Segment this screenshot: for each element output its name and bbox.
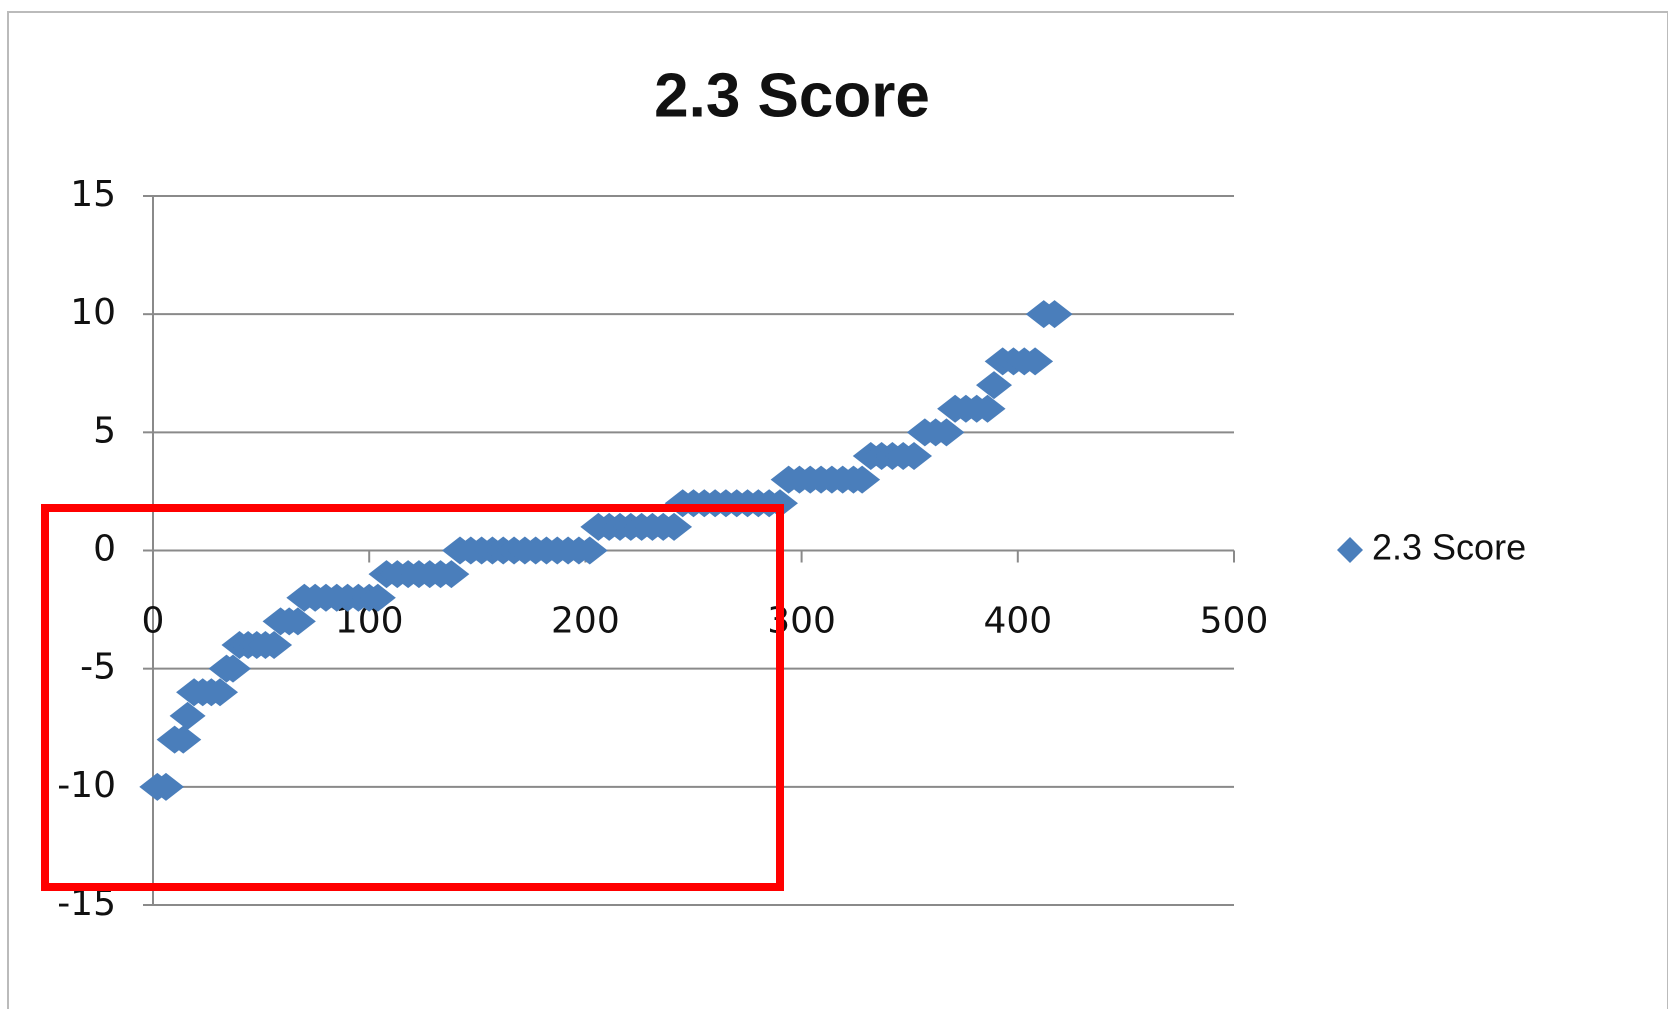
legend-marker [1337,537,1363,563]
y-tick-label: 15 [70,174,116,215]
y-tick-label: -10 [57,765,116,806]
y-tick-label: 5 [93,410,116,451]
scatter-point [571,536,608,565]
x-tick-label: 200 [551,601,620,642]
y-tick-label: 0 [93,529,116,570]
scatter-point [147,772,184,801]
scatter-point [844,465,881,494]
scatter-point [1017,347,1054,376]
y-tick-label: -5 [80,647,116,688]
x-tick-label: 500 [1200,601,1269,642]
scatter-point [214,654,251,683]
scatter-point [969,394,1006,423]
scatter-point [976,371,1013,400]
scatter-point [896,441,933,470]
scatter-point [928,418,965,447]
chart-title: 2.3 Score [654,61,930,130]
scatter-point [359,583,396,612]
x-tick-label: 0 [142,601,165,642]
scatter-point [279,607,316,636]
scatter-point [1036,300,1073,329]
x-tick-label: 400 [983,601,1052,642]
highlight-box [41,504,784,891]
scatter-point [256,631,293,660]
scatter-point [202,678,239,707]
scatter-point [656,512,693,541]
y-tick-label: 10 [70,292,116,333]
scatter-point [169,701,206,730]
legend-label: 2.3 Score [1372,527,1526,568]
scatter-point [165,725,202,754]
scatter-point [433,560,470,589]
